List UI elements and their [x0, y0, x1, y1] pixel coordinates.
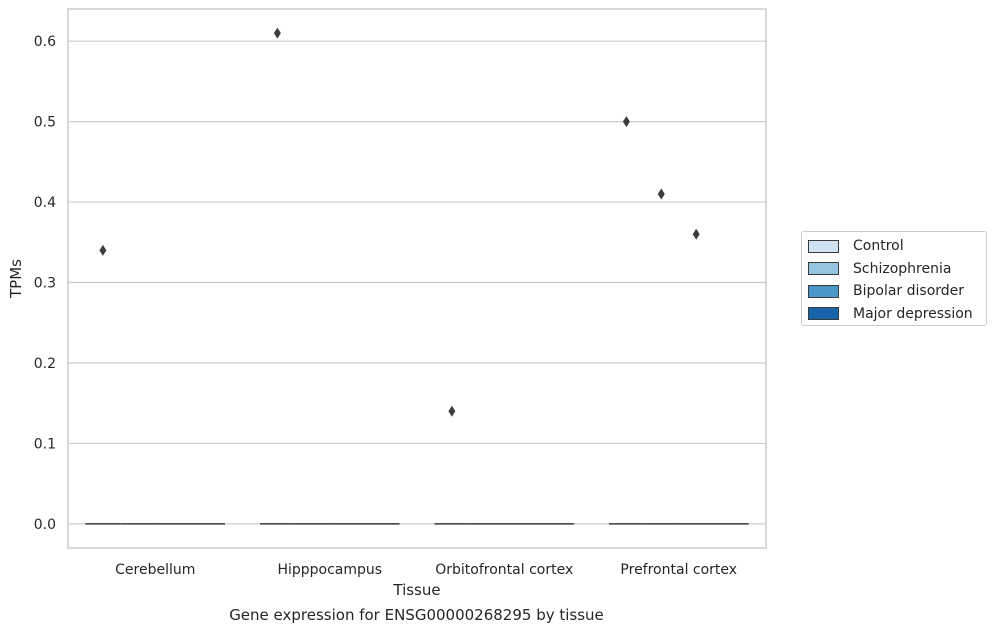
x-tick-label: Cerebellum	[115, 562, 195, 578]
y-tick-label: 0.2	[34, 356, 56, 372]
legend-label: Bipolar disorder	[853, 283, 965, 300]
legend-swatch	[808, 239, 839, 253]
x-tick-label: Hipppocampus	[277, 562, 382, 578]
y-tick-label: 0.1	[34, 436, 56, 452]
outlier-point	[448, 405, 456, 417]
legend-swatch	[808, 307, 839, 321]
y-axis-title: TPMs	[7, 259, 25, 299]
legend-swatch	[808, 284, 839, 298]
chart-caption: Gene expression for ENSG00000268295 by t…	[229, 606, 604, 624]
box-elements	[85, 523, 749, 525]
legend-item: Schizophrenia	[808, 258, 986, 281]
grid-lines	[68, 40, 766, 525]
outlier-point	[657, 188, 665, 200]
y-tick-label: 0.6	[34, 34, 56, 50]
outlier-point	[622, 116, 630, 128]
y-tick-label: 0.3	[34, 276, 56, 292]
legend: Control Schizophrenia Bipolar disorder Majo…	[801, 231, 987, 326]
x-axis-title: Tissue	[392, 581, 440, 599]
legend-label: Major depression	[853, 305, 973, 322]
x-tick-label: Orbitofrontal cortex	[435, 562, 573, 578]
y-tick-label: 0.4	[34, 195, 56, 211]
y-tick-labels: 0.0 0.1 0.2 0.3 0.4 0.5 0.6	[34, 34, 56, 533]
outlier-point	[692, 228, 700, 240]
legend-item: Major depression	[808, 303, 986, 326]
legend-item: Bipolar disorder	[808, 280, 986, 303]
outlier-points	[99, 27, 700, 417]
legend-label: Schizophrenia	[853, 260, 952, 277]
legend-swatch	[808, 262, 839, 276]
legend-label: Control	[853, 238, 904, 255]
x-tick-labels: Cerebellum Hipppocampus Orbitofrontal cort…	[115, 562, 737, 578]
plot-frame	[67, 8, 767, 549]
y-tick-label: 0.5	[34, 115, 56, 131]
outlier-point	[273, 27, 281, 39]
y-tick-label: 0.0	[34, 517, 56, 533]
legend-item: Control	[808, 235, 986, 258]
x-tick-label: Prefrontal cortex	[620, 562, 737, 578]
outlier-point	[99, 244, 107, 256]
